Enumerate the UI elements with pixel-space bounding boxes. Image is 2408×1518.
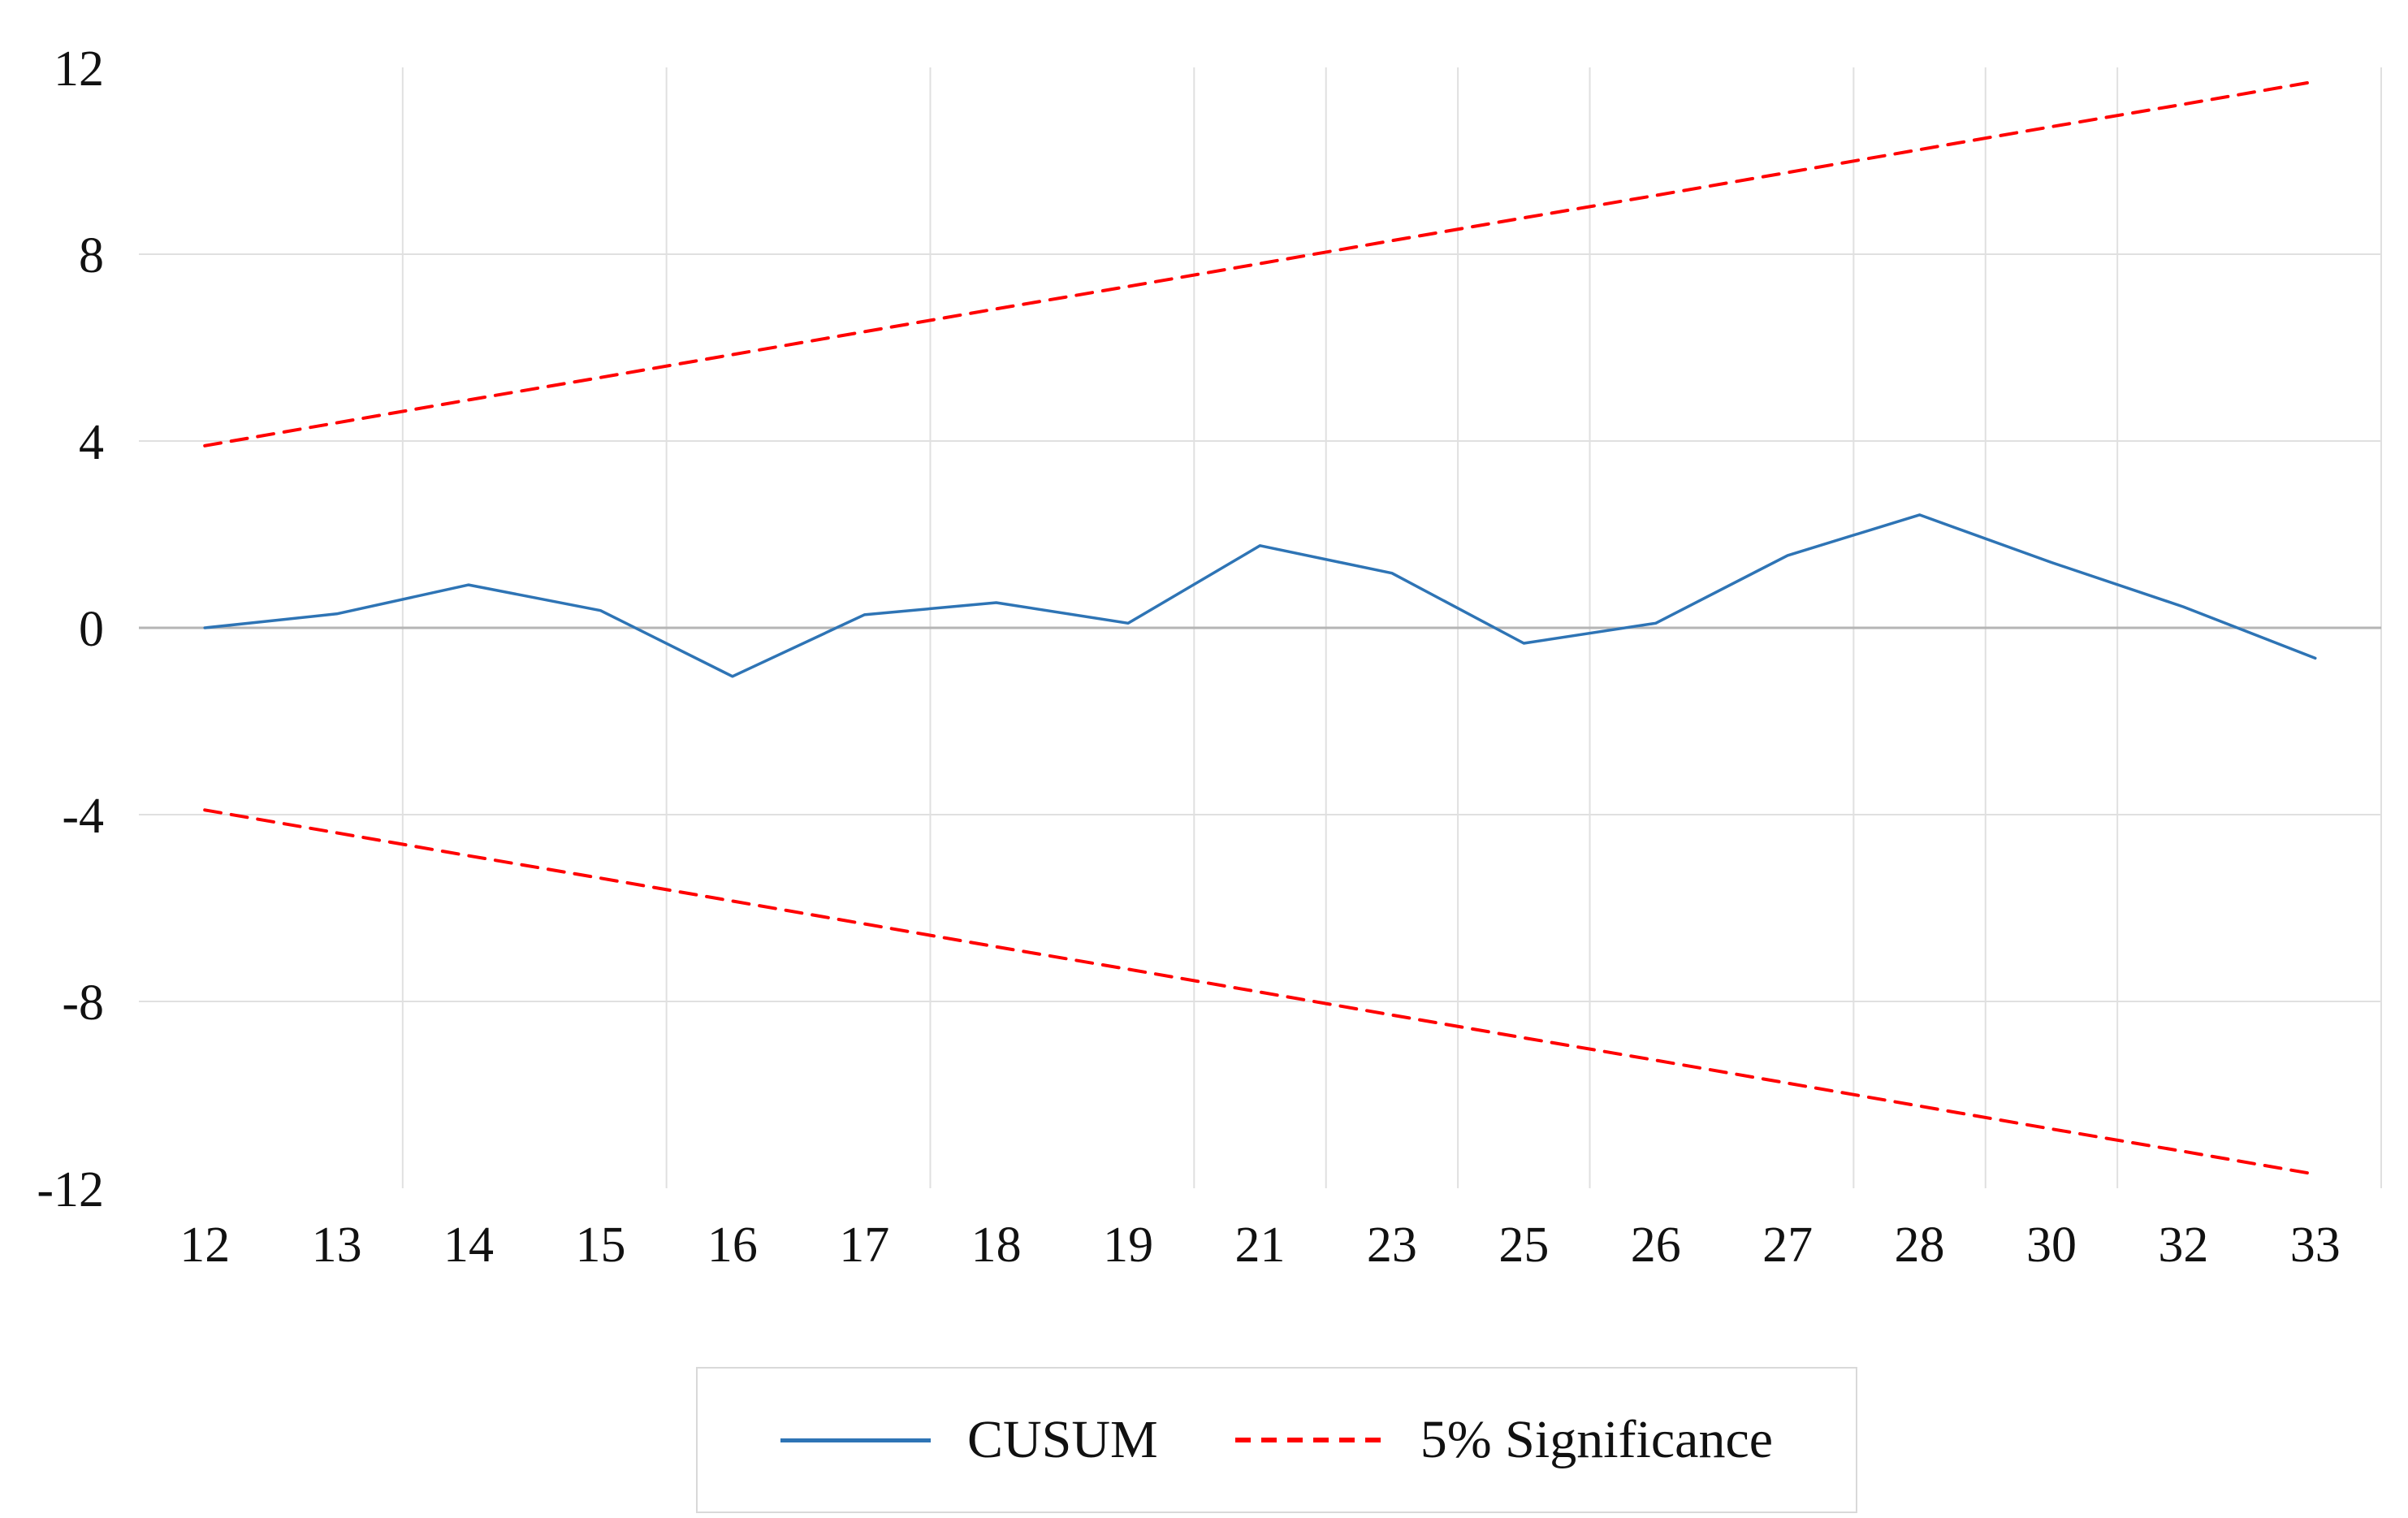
legend-label-significance: 5% Significance bbox=[1420, 1410, 1774, 1469]
x-tick-label: 27 bbox=[1762, 1217, 1813, 1273]
x-tick-label: 18 bbox=[971, 1217, 1022, 1273]
x-tick-label: 16 bbox=[707, 1217, 758, 1273]
y-tick-label: 8 bbox=[79, 228, 104, 283]
legend-significance-line-swatch bbox=[1234, 1438, 1384, 1442]
x-tick-label: 17 bbox=[839, 1217, 889, 1273]
x-tick-label: 23 bbox=[1367, 1217, 1417, 1273]
legend-label-cusum: CUSUM bbox=[966, 1410, 1158, 1469]
x-tick-label: 14 bbox=[443, 1217, 494, 1273]
chart-legend: CUSUM 5% Significance bbox=[696, 1367, 1857, 1513]
cusum-line bbox=[203, 513, 2317, 678]
x-tick-label: 13 bbox=[312, 1217, 362, 1273]
x-tick-label: 28 bbox=[1895, 1217, 1945, 1273]
y-tick-label: 0 bbox=[79, 602, 104, 657]
y-tick-label: -8 bbox=[62, 975, 104, 1031]
x-tick-label: 21 bbox=[1235, 1217, 1286, 1273]
x-tick-label: 19 bbox=[1103, 1217, 1153, 1273]
legend-cusum-line-swatch bbox=[780, 1438, 931, 1442]
y-tick-label: 12 bbox=[54, 41, 104, 97]
x-tick-label: 15 bbox=[575, 1217, 625, 1273]
y-tick-label: 4 bbox=[79, 415, 104, 470]
significance-lower-line bbox=[203, 808, 2317, 1176]
x-tick-label: 12 bbox=[179, 1217, 230, 1273]
x-tick-label: 25 bbox=[1498, 1217, 1549, 1273]
x-tick-label: 33 bbox=[2290, 1217, 2341, 1273]
y-tick-label: -4 bbox=[62, 789, 104, 844]
y-tick-label: -12 bbox=[37, 1162, 104, 1217]
significance-upper-line bbox=[203, 80, 2317, 448]
x-tick-label: 30 bbox=[2026, 1217, 2077, 1273]
x-tick-label: 26 bbox=[1631, 1217, 1681, 1273]
x-tick-label: 32 bbox=[2158, 1217, 2208, 1273]
